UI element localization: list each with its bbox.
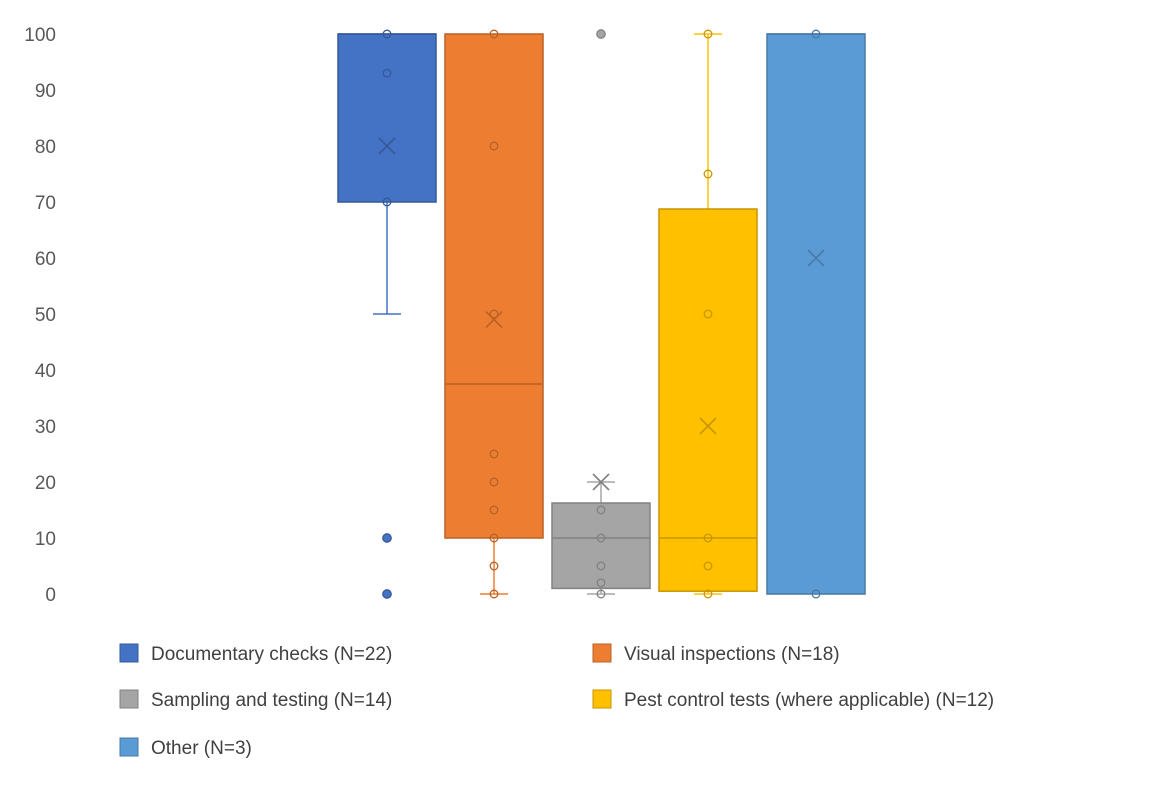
data-point: [489, 561, 499, 571]
box-series: [337, 29, 437, 599]
data-point: [489, 141, 499, 151]
legend: Documentary checks (N=22) Visual inspecti…: [119, 643, 994, 759]
data-point: [489, 589, 499, 599]
legend-item: Pest control tests (where applicable) (N…: [592, 689, 994, 711]
mean-marker: [378, 137, 396, 155]
y-tick-label: 80: [35, 137, 56, 158]
data-point: [703, 309, 713, 319]
mean-marker-stroke: [378, 137, 396, 155]
y-tick-label: 10: [35, 529, 56, 550]
outlier-point: [382, 533, 392, 543]
y-tick-label: 50: [35, 305, 56, 326]
y-tick-label: 20: [35, 473, 56, 494]
y-tick-label: 100: [24, 25, 56, 46]
y-tick-label: 30: [35, 417, 56, 438]
mean-marker-stroke: [807, 249, 825, 267]
plot-area: [337, 29, 866, 599]
box-body: [766, 33, 866, 595]
data-point: [596, 578, 606, 588]
y-tick-label: 90: [35, 81, 56, 102]
legend-item: Documentary checks (N=22): [119, 643, 392, 665]
y-tick-label: 70: [35, 193, 56, 214]
data-point: [382, 197, 392, 207]
legend-label: Visual inspections (N=18): [624, 644, 840, 665]
data-point: [382, 29, 392, 39]
box-series: [658, 29, 758, 599]
data-point: [703, 29, 713, 39]
mean-marker: [699, 417, 717, 435]
data-point: [489, 309, 499, 319]
data-point: [489, 505, 499, 515]
data-point: [489, 449, 499, 459]
legend-label: Documentary checks (N=22): [151, 644, 392, 665]
mean-marker: [592, 473, 610, 491]
mean-marker: [807, 249, 825, 267]
legend-item: Sampling and testing (N=14): [119, 689, 392, 711]
box-body: [551, 502, 651, 590]
data-point: [382, 68, 392, 78]
outlier-point: [596, 29, 606, 39]
legend-swatch: [592, 689, 612, 709]
legend-label: Pest control tests (where applicable) (N…: [624, 690, 994, 711]
data-point: [596, 561, 606, 571]
legend-label: Other (N=3): [151, 738, 252, 759]
mean-marker: [485, 311, 503, 329]
legend-swatch: [119, 689, 139, 709]
data-point: [811, 29, 821, 39]
data-point: [703, 561, 713, 571]
data-point: [703, 589, 713, 599]
box-series: [444, 29, 544, 599]
legend-swatch: [592, 643, 612, 663]
legend-swatch: [119, 643, 139, 663]
data-point: [489, 477, 499, 487]
data-point: [489, 533, 499, 543]
legend-swatch: [119, 737, 139, 757]
y-tick-label: 60: [35, 249, 56, 270]
box-body: [444, 33, 544, 539]
legend-label: Sampling and testing (N=14): [151, 690, 392, 711]
mean-marker-stroke: [592, 473, 610, 491]
y-tick-label: 40: [35, 361, 56, 382]
data-point: [489, 29, 499, 39]
data-point: [596, 589, 606, 599]
box-body: [337, 33, 437, 203]
legend-item: Other (N=3): [119, 737, 252, 759]
box-series: [551, 29, 651, 599]
y-tick-label: 0: [45, 585, 56, 606]
y-axis: 0 10 20 30 40 50 60 70 80 90 100: [24, 25, 56, 606]
legend-item: Visual inspections (N=18): [592, 643, 840, 665]
data-point: [811, 589, 821, 599]
box-series: [766, 29, 866, 599]
mean-marker-stroke: [485, 311, 503, 329]
data-point: [596, 505, 606, 515]
box-body: [658, 208, 758, 592]
data-point: [703, 169, 713, 179]
outlier-point: [382, 589, 392, 599]
data-point: [703, 533, 713, 543]
mean-marker-stroke: [699, 417, 717, 435]
data-point: [596, 533, 606, 543]
